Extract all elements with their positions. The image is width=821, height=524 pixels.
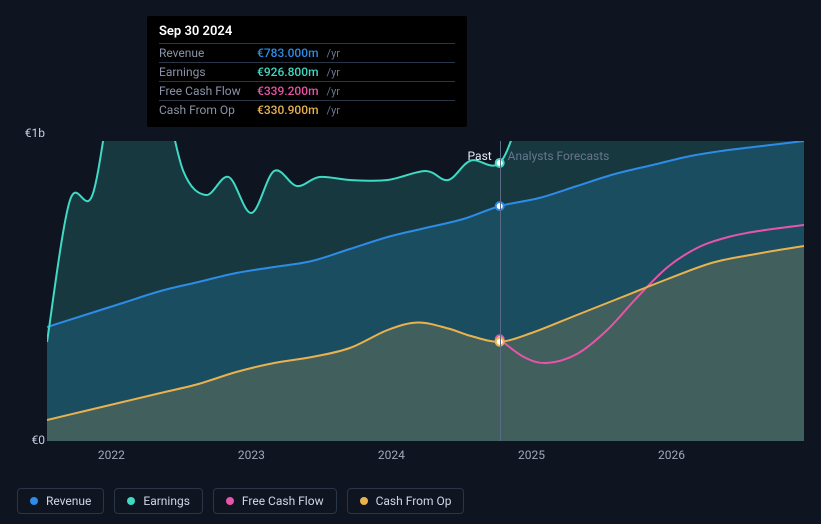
tooltip-row-label: Earnings	[159, 65, 249, 79]
tooltip-row-unit: /yr	[327, 85, 340, 98]
legend-dot	[360, 497, 368, 505]
tooltip-row-label: Cash From Op	[159, 103, 249, 117]
tooltip-row-unit: /yr	[327, 66, 340, 79]
tooltip-date: Sep 30 2024	[159, 24, 455, 39]
data-tooltip: Sep 30 2024 Revenue €783.000m/yr Earnings €…	[147, 16, 467, 127]
y-axis-bottom-label: €0	[32, 433, 46, 447]
plot-area[interactable]: Past Analysts Forecasts	[47, 141, 804, 441]
tooltip-row-unit: /yr	[327, 104, 340, 117]
forecast-label: Analysts Forecasts	[500, 149, 610, 163]
legend: Revenue Earnings Free Cash Flow Cash From O…	[17, 488, 464, 514]
tooltip-row: Cash From Op €330.900m/yr	[159, 100, 455, 119]
x-axis: 2022 2023 2024 2025 2026	[47, 448, 804, 468]
x-tick: 2024	[378, 448, 405, 462]
tooltip-row-value: €783.000m	[257, 46, 319, 60]
tooltip-row: Earnings €926.800m/yr	[159, 62, 455, 81]
legend-dot	[30, 497, 38, 505]
past-label: Past	[468, 149, 500, 163]
tooltip-row-value: €339.200m	[257, 84, 319, 98]
tooltip-row: Revenue €783.000m/yr	[159, 43, 455, 62]
tooltip-row-label: Revenue	[159, 46, 249, 60]
x-tick: 2026	[658, 448, 685, 462]
chart-svg	[47, 141, 804, 441]
legend-label: Revenue	[46, 494, 91, 508]
legend-label: Cash From Op	[376, 494, 452, 508]
legend-label: Earnings	[143, 494, 190, 508]
current-date-line	[500, 141, 501, 441]
legend-item-cash-from-op[interactable]: Cash From Op	[347, 488, 465, 514]
legend-label: Free Cash Flow	[242, 494, 324, 508]
x-tick: 2023	[238, 448, 265, 462]
tooltip-row: Free Cash Flow €339.200m/yr	[159, 81, 455, 100]
x-tick: 2025	[518, 448, 545, 462]
legend-item-free-cash-flow[interactable]: Free Cash Flow	[213, 488, 337, 514]
tooltip-row-unit: /yr	[327, 47, 340, 60]
x-tick: 2022	[98, 448, 125, 462]
legend-item-earnings[interactable]: Earnings	[114, 488, 203, 514]
legend-dot	[127, 497, 135, 505]
tooltip-row-label: Free Cash Flow	[159, 84, 249, 98]
financial-chart: €1b €0 Past Analysts Forecasts 202220232…	[17, 16, 804, 514]
tooltip-row-value: €926.800m	[257, 65, 319, 79]
tooltip-row-value: €330.900m	[257, 103, 319, 117]
y-axis-top-label: €1b	[25, 126, 45, 140]
legend-item-revenue[interactable]: Revenue	[17, 488, 104, 514]
legend-dot	[226, 497, 234, 505]
